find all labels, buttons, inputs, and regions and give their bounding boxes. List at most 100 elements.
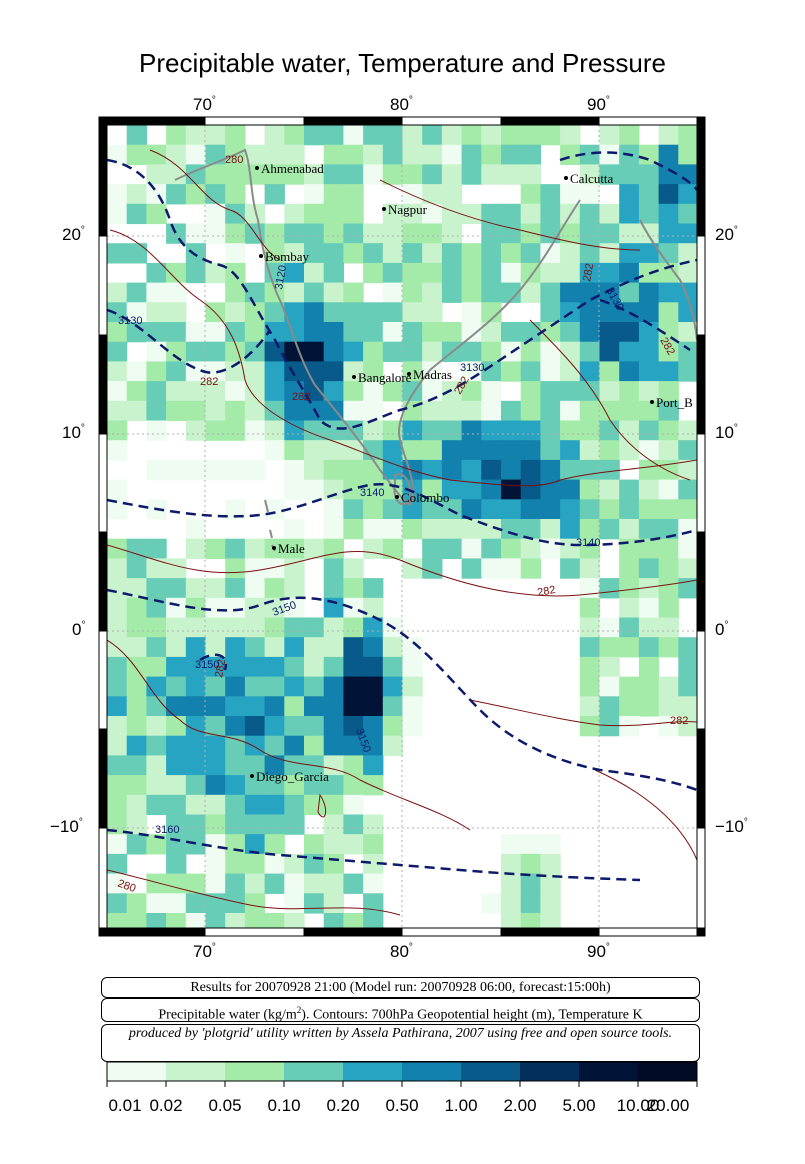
precip-cell: [402, 262, 423, 284]
precip-cell: [638, 617, 660, 638]
precip-cell: [107, 420, 128, 441]
precip-cell: [363, 814, 384, 835]
precip-cell: [382, 282, 404, 303]
city-marker: [407, 372, 411, 376]
precip-cell: [185, 223, 207, 244]
precip-cell: [638, 144, 660, 165]
precip-cell: [107, 735, 128, 756]
lon-label-80-bottom: 80°: [390, 942, 413, 961]
precip-cell: [126, 125, 147, 146]
precip-cell: [343, 341, 364, 362]
precip-cell: [658, 282, 679, 303]
precip-cell: [638, 499, 660, 520]
precip-cell: [126, 144, 147, 165]
precip-cell: [126, 617, 147, 638]
precip-cell: [205, 459, 226, 481]
precip-cell: [540, 459, 561, 481]
precip-cell: [363, 735, 384, 756]
precip-cell: [599, 361, 620, 382]
precip-cell: [540, 282, 561, 303]
precip-cell: [638, 243, 660, 264]
precip-cell: [244, 578, 266, 599]
precip-cell: [422, 479, 443, 500]
temperature-contours: [107, 149, 697, 916]
precip-cell: [185, 656, 207, 678]
precip-cell: [461, 479, 482, 500]
precip-cell: [619, 381, 640, 402]
precip-cell: [107, 538, 128, 559]
precip-cell: [638, 302, 660, 323]
precip-cell: [520, 223, 541, 244]
precip-cell: [678, 302, 697, 323]
precip-cell: [678, 479, 697, 500]
precip-cell: [107, 203, 128, 225]
precip-cell: [146, 834, 167, 855]
precip-cell: [225, 538, 246, 559]
precip-cell: [658, 617, 679, 638]
precip-cell: [599, 459, 620, 481]
precip-cell: [540, 400, 561, 422]
precip-cell: [343, 656, 364, 678]
precip-cell: [638, 341, 660, 362]
precip-cell: [225, 853, 246, 875]
precip-cell: [205, 735, 226, 756]
precip-cell: [382, 203, 404, 225]
precip-cell: [343, 913, 364, 928]
precip-cell: [540, 361, 561, 382]
precip-cell: [619, 597, 640, 619]
precip-cell: [678, 262, 697, 284]
precip-cell: [264, 381, 285, 402]
precip-cell: [382, 125, 404, 146]
precip-cell: [520, 243, 541, 264]
precip-cell: [323, 716, 344, 737]
precip-cell: [126, 302, 147, 323]
precip-cell: [304, 164, 325, 185]
precip-cell: [284, 853, 305, 875]
precip-cell: [520, 440, 541, 461]
precip-cell: [304, 459, 325, 481]
precip-cell: [284, 125, 305, 146]
precip-cell: [382, 322, 404, 343]
precip-cell: [520, 459, 541, 481]
precip-cell: [323, 223, 344, 244]
precip-cell: [363, 755, 384, 776]
precip-cell: [304, 656, 325, 678]
precip-cell: [599, 262, 620, 284]
precip-cell: [382, 440, 404, 461]
lon-label-80-top: 80°: [390, 95, 413, 114]
colorbar-swatch: [402, 1062, 462, 1081]
precip-cell: [599, 322, 620, 343]
city-marker: [564, 176, 568, 180]
precip-cell: [599, 696, 620, 717]
precip-cell: [284, 400, 305, 422]
precip-cell: [284, 243, 305, 264]
precip-cell: [323, 361, 344, 382]
precip-cell: [126, 361, 147, 382]
precip-cell: [441, 223, 463, 244]
precip-cell: [146, 361, 167, 382]
precip-cell: [658, 597, 679, 619]
precip-cell: [619, 164, 640, 185]
precip-cell: [323, 538, 344, 559]
precip-cell: [441, 519, 463, 540]
precip-cell: [323, 656, 344, 678]
precip-cell: [540, 913, 561, 928]
precip-cell: [422, 381, 443, 402]
precip-cell: [185, 519, 207, 540]
precip-cell: [185, 794, 207, 816]
precip-cell: [166, 184, 187, 205]
precip-cell: [205, 775, 226, 796]
precip-cell: [501, 420, 522, 441]
precip-cell: [501, 873, 522, 894]
precip-cell: [638, 696, 660, 717]
frame-segment: [98, 927, 108, 937]
map-title: Precipitable water, Temperature and Pres…: [138, 48, 667, 78]
precip-cell: [323, 381, 344, 402]
precip-cell: [363, 144, 384, 165]
precip-cell: [264, 834, 285, 855]
precip-cell: [264, 558, 285, 579]
precip-cell: [441, 184, 463, 205]
precip-cell: [579, 519, 601, 540]
precip-cell: [678, 420, 697, 441]
precip-cell: [579, 243, 601, 264]
